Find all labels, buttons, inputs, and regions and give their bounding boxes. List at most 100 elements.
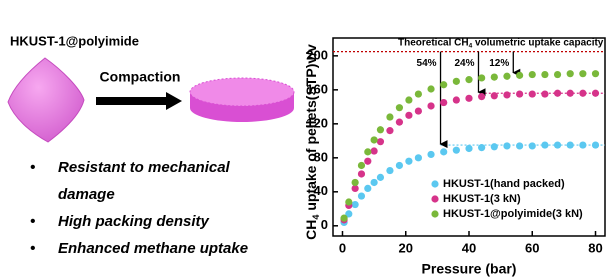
data-point <box>541 141 548 148</box>
bullet-dot: • <box>30 159 35 176</box>
data-point <box>491 143 498 150</box>
data-point <box>554 90 561 97</box>
legend-marker <box>431 195 438 202</box>
data-point <box>592 141 599 148</box>
y-axis-label: CH4 uptake of pellets(STP)v/v <box>303 44 322 240</box>
data-point <box>579 70 586 77</box>
data-point <box>396 162 403 169</box>
data-point <box>358 192 365 199</box>
data-point <box>427 85 434 92</box>
data-point <box>364 185 371 192</box>
data-point <box>478 144 485 151</box>
data-point <box>541 90 548 97</box>
data-point <box>592 90 599 97</box>
y-axis-label-main: CH <box>303 220 319 240</box>
bullet-dot: • <box>30 213 35 230</box>
reference-label-rest: volumetric uptake capacity <box>472 37 604 48</box>
legend-label: HKUST-1(hand packed) <box>443 178 565 190</box>
data-point <box>440 81 447 88</box>
panel-title: HKUST-1@polyimide <box>10 33 139 48</box>
data-point <box>358 170 365 177</box>
reduction-label: 24% <box>454 58 474 69</box>
data-point <box>478 74 485 81</box>
data-point <box>352 201 359 208</box>
data-point <box>567 90 574 97</box>
reference-label: Theoretical CH4 volumetric uptake capaci… <box>398 37 604 50</box>
crystal <box>8 58 84 142</box>
data-point <box>377 174 384 181</box>
data-point <box>396 119 403 126</box>
data-point <box>567 70 574 77</box>
data-point <box>503 73 510 80</box>
bullet-text: Enhanced methane uptake <box>58 240 248 257</box>
reduction-label: 54% <box>417 58 437 69</box>
data-point <box>352 179 359 186</box>
x-tick-label: 0 <box>339 240 346 255</box>
y-tick-label: 0 <box>321 217 328 232</box>
data-point <box>340 215 347 222</box>
data-point <box>396 104 403 111</box>
data-point <box>554 141 561 148</box>
data-point <box>440 99 447 106</box>
arrow-label: Compaction <box>100 69 181 85</box>
x-tick-label: 40 <box>462 240 476 255</box>
bullet-dot: • <box>30 240 35 257</box>
bullet-text: High packing density <box>58 213 210 230</box>
data-point <box>405 158 412 165</box>
x-axis-label: Pressure (bar) <box>422 261 517 277</box>
data-point <box>440 148 447 155</box>
data-point <box>529 90 536 97</box>
data-point <box>579 90 586 97</box>
data-point <box>567 141 574 148</box>
data-point <box>415 154 422 161</box>
data-point <box>405 112 412 119</box>
data-point <box>415 107 422 114</box>
x-tick-label: 20 <box>399 240 413 255</box>
data-point <box>516 142 523 149</box>
data-point <box>386 127 393 134</box>
data-point <box>371 136 378 143</box>
data-point <box>364 158 371 165</box>
pellet-top <box>190 78 294 106</box>
data-point <box>592 70 599 77</box>
data-point <box>465 145 472 152</box>
data-point <box>371 179 378 186</box>
reduction-label: 12% <box>489 58 509 69</box>
data-point <box>386 113 393 120</box>
data-point <box>371 147 378 154</box>
data-point <box>415 90 422 97</box>
data-point <box>478 93 485 100</box>
data-point <box>541 71 548 78</box>
bullet-text: Resistant to mechanical <box>58 159 231 176</box>
data-point <box>503 142 510 149</box>
data-point <box>554 71 561 78</box>
data-point <box>491 92 498 99</box>
figure: HKUST-1@polyimide Compaction • Resistant … <box>0 0 608 279</box>
x-tick-label: 80 <box>588 240 602 255</box>
data-point <box>516 90 523 97</box>
data-point <box>405 96 412 103</box>
data-point <box>453 147 460 154</box>
legend-label: HKUST-1@polyimide(3 kN) <box>443 208 583 220</box>
y-axis-label-rest: uptake of pellets(STP)v/v <box>303 44 319 215</box>
data-point <box>529 142 536 149</box>
data-point <box>503 91 510 98</box>
data-point <box>465 95 472 102</box>
chart: 04080120160200020406080Pressure (bar)CH4… <box>303 37 605 276</box>
x-tick-label: 60 <box>525 240 539 255</box>
legend-marker <box>431 210 438 217</box>
legend-label: HKUST-1(3 kN) <box>443 193 521 205</box>
data-point <box>491 73 498 80</box>
data-point <box>377 138 384 145</box>
data-point <box>345 198 352 205</box>
data-point <box>453 78 460 85</box>
data-point <box>453 96 460 103</box>
data-point <box>465 76 472 83</box>
data-point <box>529 71 536 78</box>
data-point <box>386 167 393 174</box>
data-point <box>579 141 586 148</box>
data-point <box>377 126 384 133</box>
legend-marker <box>431 180 438 187</box>
data-point <box>427 102 434 109</box>
